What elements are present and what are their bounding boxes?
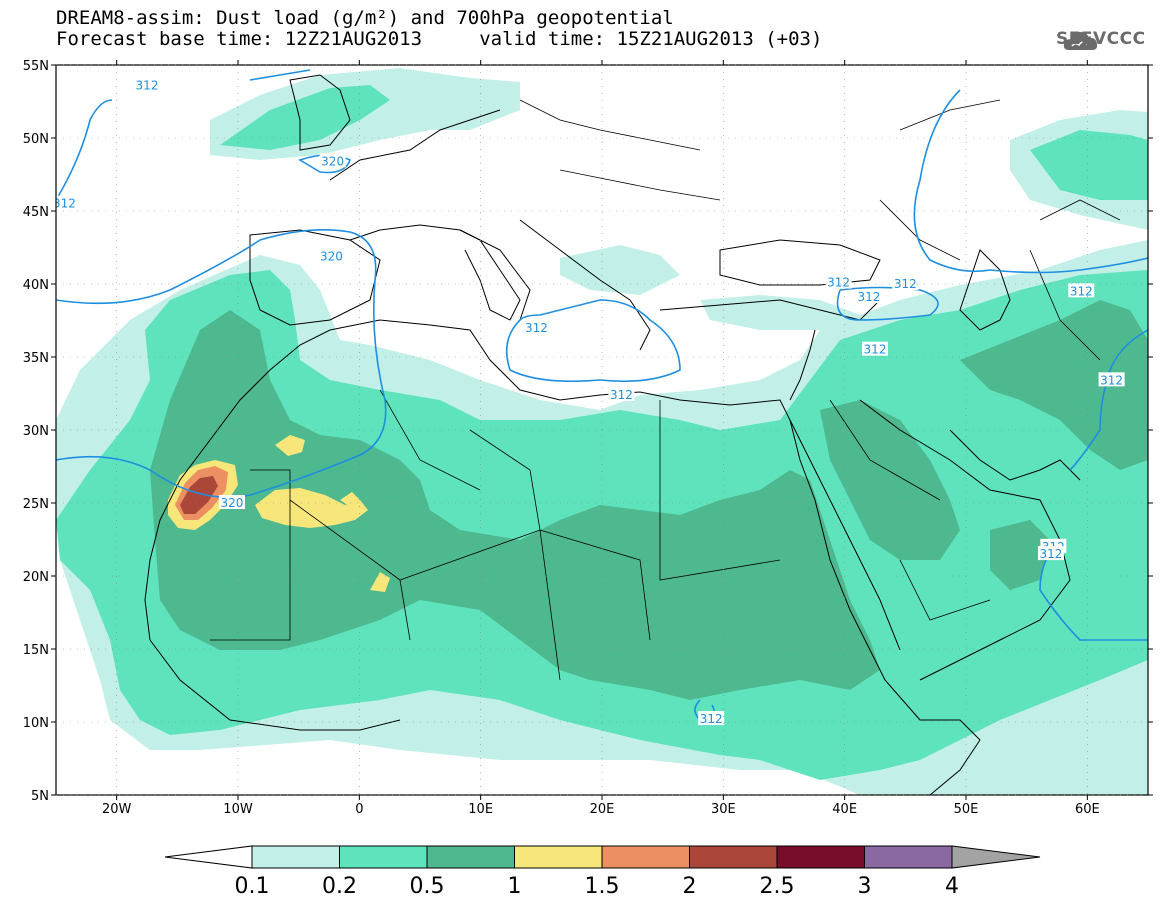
lon-tick-label: 0 bbox=[355, 802, 363, 817]
contour-label: 312 bbox=[136, 78, 159, 92]
colorbar-box bbox=[426, 845, 515, 869]
contour-label: 312 bbox=[1070, 284, 1093, 298]
contour-label-bg bbox=[319, 153, 346, 168]
contour-label-bg bbox=[855, 289, 882, 304]
contour-label: 312 bbox=[525, 321, 548, 335]
contour-label-bg bbox=[1098, 372, 1125, 387]
geopotential-contours bbox=[56, 69, 1148, 721]
logo-text: SEEVCCC bbox=[1056, 29, 1146, 49]
colorbar-box bbox=[514, 845, 603, 869]
lon-tick-label: 40E bbox=[832, 802, 857, 817]
lat-tick-label: 5N bbox=[31, 789, 49, 804]
contour-label: 312 bbox=[1100, 373, 1123, 387]
contour-label: 312 bbox=[827, 276, 850, 290]
colorbar-label: 3 bbox=[858, 874, 872, 899]
colorbar-box bbox=[776, 845, 865, 869]
contour-label: 320 bbox=[320, 249, 343, 263]
colorbar-label: 2.5 bbox=[760, 874, 795, 899]
contour-label-bg bbox=[862, 341, 888, 356]
lon-tick-label: 10E bbox=[468, 802, 493, 817]
lon-tick-label: 20E bbox=[590, 802, 615, 817]
contour-label-bg bbox=[1068, 283, 1095, 298]
contour-label: 312 bbox=[700, 712, 723, 726]
colorbar-box bbox=[689, 845, 778, 869]
cloud-icon bbox=[1063, 32, 1098, 50]
lat-tick-label: 20N bbox=[23, 570, 49, 585]
lat-tick-label: 10N bbox=[23, 716, 49, 731]
colorbar-labels: 0.1 0.2 0.5 1 1.5 2 2.5 3 4 bbox=[235, 874, 960, 899]
colorbar-box bbox=[251, 845, 340, 869]
contour-label: 320 bbox=[321, 154, 344, 168]
colorbar-box bbox=[601, 845, 690, 869]
contour-label-bg bbox=[608, 386, 635, 401]
colorbar-label: 2 bbox=[683, 874, 697, 899]
lat-tick-label: 15N bbox=[23, 643, 49, 658]
colorbar-boxes bbox=[164, 845, 1041, 869]
contour-label-bg bbox=[56, 195, 78, 210]
colorbar-box bbox=[339, 845, 428, 869]
lat-tick-label: 30N bbox=[23, 424, 49, 439]
colorbar-label: 0.1 bbox=[235, 874, 270, 899]
contour-label: 312 bbox=[857, 290, 880, 304]
colorbar-min-triangle bbox=[164, 845, 253, 869]
lat-tick-label: 35N bbox=[23, 351, 49, 366]
lat-tick-label: 55N bbox=[23, 59, 49, 74]
lat-tick-label: 50N bbox=[23, 132, 49, 147]
contour-label-bg bbox=[218, 495, 245, 509]
colorbar-label: 1.5 bbox=[585, 874, 620, 899]
lon-tick-label: 30E bbox=[711, 802, 736, 817]
contour-label-bg bbox=[134, 77, 160, 92]
contour-label-bg bbox=[698, 711, 725, 726]
colorbar-label: 0.2 bbox=[322, 874, 357, 899]
colorbar-max-triangle bbox=[951, 845, 1041, 869]
contour-label-bg bbox=[1037, 546, 1064, 561]
dust-level-2 bbox=[180, 476, 218, 514]
contour-label-bg bbox=[523, 319, 550, 334]
colorbar-label: 1 bbox=[508, 874, 522, 899]
lon-tick-label: 20W bbox=[102, 802, 132, 817]
longitude-axis: 20W 10W 0 10E 20E 30E 40E 50E 60E bbox=[102, 60, 1100, 817]
lon-tick-label: 60E bbox=[1075, 802, 1100, 817]
contour-label: 312 bbox=[53, 197, 76, 211]
dust-level-0-5 bbox=[150, 300, 1148, 700]
contour-label: 312 bbox=[1039, 547, 1062, 561]
lon-tick-label: 10W bbox=[223, 802, 253, 817]
contour-label-bg bbox=[825, 274, 852, 289]
country-borders bbox=[210, 99, 1121, 681]
latitude-axis: 55N 50N 45N 40N 35N 30N 25N 20N 15N 10N 5N bbox=[23, 59, 1153, 804]
colorbar-box bbox=[864, 845, 953, 869]
contour-label-bg bbox=[318, 248, 345, 263]
contour-label-bg bbox=[892, 276, 919, 290]
lat-tick-label: 40N bbox=[23, 278, 49, 293]
colorbar-label: 0.5 bbox=[410, 874, 445, 899]
contour-label: 312 bbox=[864, 343, 887, 357]
map-subtitle: Forecast base time: 12Z21AUG2013 valid t… bbox=[56, 28, 823, 50]
colorbar-label: 4 bbox=[945, 874, 959, 899]
lon-tick-label: 50E bbox=[954, 802, 979, 817]
map-title: DREAM8-assim: Dust load (g/m²) and 700hP… bbox=[56, 7, 674, 29]
lat-tick-label: 25N bbox=[23, 497, 49, 512]
lat-tick-label: 45N bbox=[23, 205, 49, 220]
contour-label: 312 bbox=[894, 277, 917, 291]
contour-label: 312 bbox=[610, 388, 633, 402]
coastlines bbox=[144, 74, 1081, 795]
